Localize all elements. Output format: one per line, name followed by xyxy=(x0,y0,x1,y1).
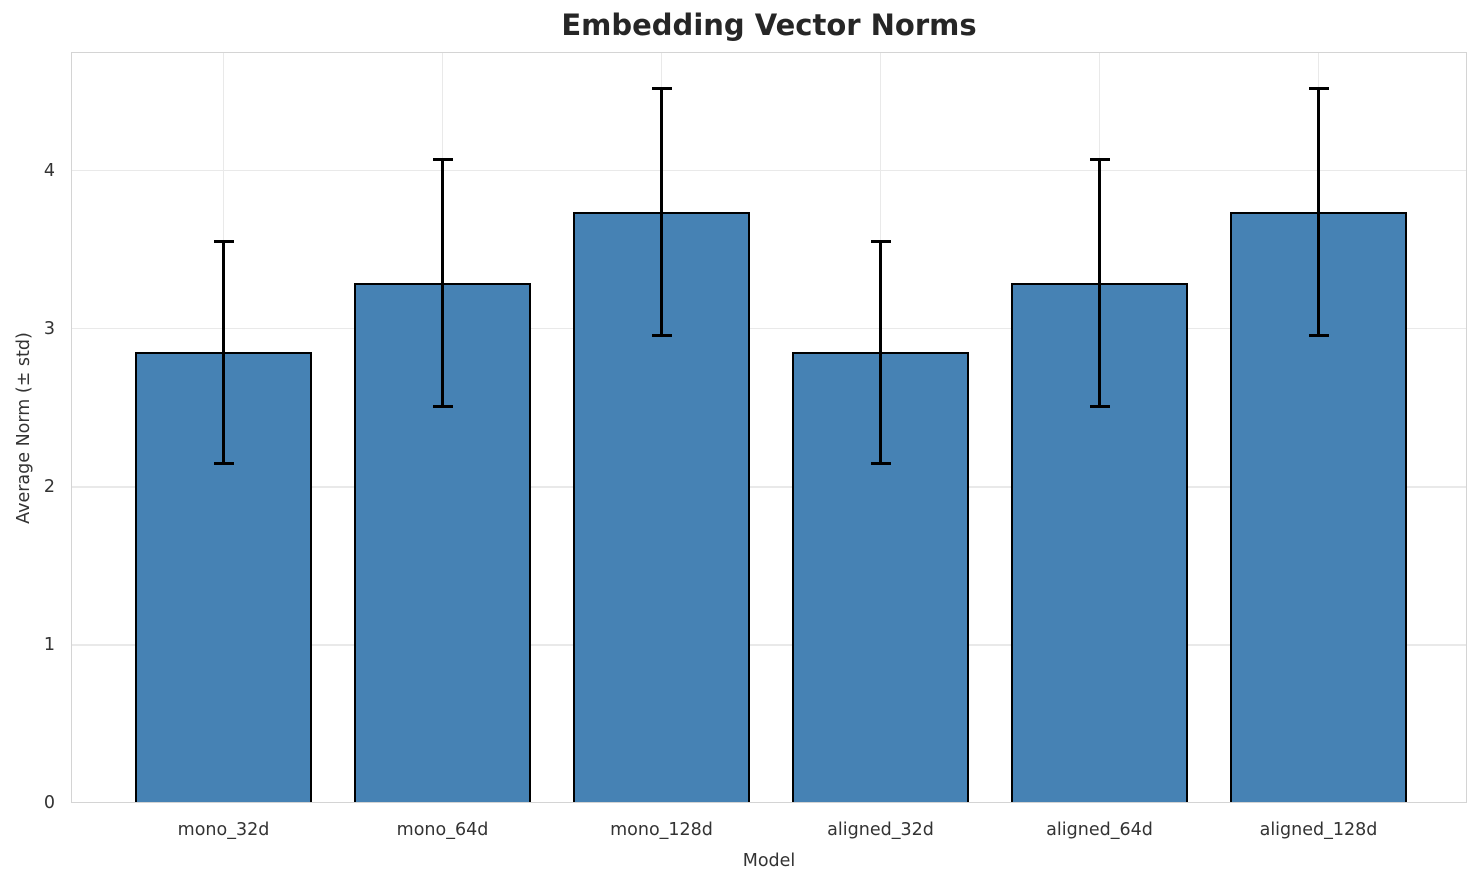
x-tick-label: mono_64d xyxy=(396,820,489,840)
y-tick-label: 0 xyxy=(43,793,55,813)
x-tick-label: aligned_32d xyxy=(827,820,934,840)
error-bar-cap-top xyxy=(1089,158,1110,162)
error-bar-cap-bottom xyxy=(870,461,891,465)
error-bar-cap-top xyxy=(870,240,891,244)
error-bar-cap-bottom xyxy=(213,461,234,465)
h-gridline xyxy=(71,486,1467,488)
y-tick-label: 2 xyxy=(43,476,55,497)
error-bar-line xyxy=(1317,88,1320,336)
error-bar-line xyxy=(441,159,444,407)
error-bar-cap-top xyxy=(1308,86,1329,90)
error-bar-cap-top xyxy=(432,158,453,162)
plot-area xyxy=(71,52,1467,803)
chart-title: Embedding Vector Norms xyxy=(561,8,977,42)
error-bar-cap-bottom xyxy=(1089,404,1110,408)
y-tick-label: 3 xyxy=(43,318,55,339)
y-tick-label: 4 xyxy=(43,160,55,181)
error-bar-line xyxy=(1098,159,1101,407)
h-gridline xyxy=(71,169,1467,172)
error-bar-cap-bottom xyxy=(1308,333,1329,337)
x-tick-label: mono_32d xyxy=(177,820,270,840)
error-bar-cap-top xyxy=(213,240,234,244)
error-bar-cap-bottom xyxy=(432,404,453,408)
x-axis-label: Model xyxy=(742,851,796,871)
h-gridline xyxy=(71,327,1467,330)
x-tick-label: mono_128d xyxy=(610,820,713,840)
error-bar-cap-top xyxy=(651,86,672,90)
x-tick-label: aligned_128d xyxy=(1259,820,1378,840)
error-bar-line xyxy=(660,88,663,336)
x-tick-label: aligned_64d xyxy=(1046,820,1153,840)
h-gridline xyxy=(71,644,1467,646)
error-bar-line xyxy=(222,241,225,464)
error-bar-cap-bottom xyxy=(651,333,672,337)
error-bar-line xyxy=(879,241,882,464)
y-tick-label: 1 xyxy=(43,634,55,655)
